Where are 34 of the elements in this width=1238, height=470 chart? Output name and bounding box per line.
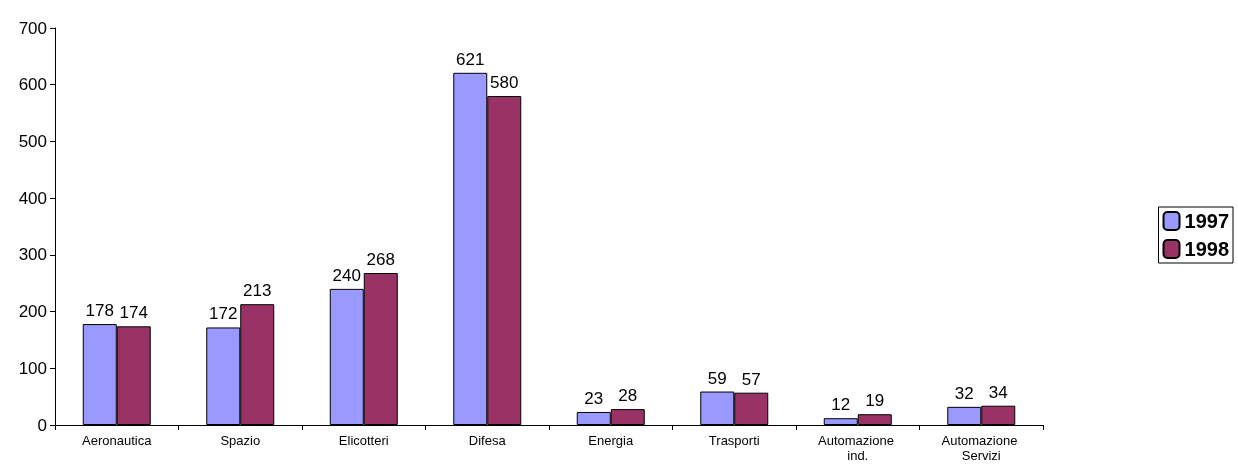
y-tick-label: 300 [18,245,47,265]
x-tick-label: Elicotteri [338,433,389,448]
x-tick-label: Spazio [220,433,261,448]
data-label: 213 [243,281,272,301]
data-label: 28 [618,386,638,406]
x-tick-label: Difesa [468,433,507,448]
data-label: 621 [456,49,485,69]
data-label: 12 [831,395,851,415]
data-label: 580 [490,73,519,93]
legend-label: 1998 [1184,238,1230,260]
data-label: 240 [332,265,361,285]
data-label: 34 [988,382,1008,402]
y-tick-label: 0 [37,415,47,435]
data-label: 172 [209,304,238,324]
legend-label: 1997 [1184,210,1230,232]
y-tick-label: 500 [18,131,47,151]
y-tick-label: 100 [18,358,47,378]
data-label: 268 [366,250,395,270]
data-label: 57 [741,369,761,389]
y-tick-label: 700 [18,18,47,38]
x-tick-label: Automazione ind. [818,433,898,463]
data-label: 59 [707,368,727,388]
y-tick-label: 400 [18,188,47,208]
data-label: 23 [584,388,604,408]
data-label: 19 [865,391,885,411]
y-tick-label: 600 [18,75,47,95]
y-tick-label: 200 [18,302,47,322]
data-label: 178 [85,301,114,321]
x-tick-label: Trasporti [708,433,760,448]
x-tick-label: Automazione Servizi [941,433,1021,463]
data-label: 174 [119,303,148,323]
data-label: 32 [954,383,974,403]
x-tick-label: Energia [588,433,634,448]
x-tick-label: Aeronautica [82,433,153,448]
